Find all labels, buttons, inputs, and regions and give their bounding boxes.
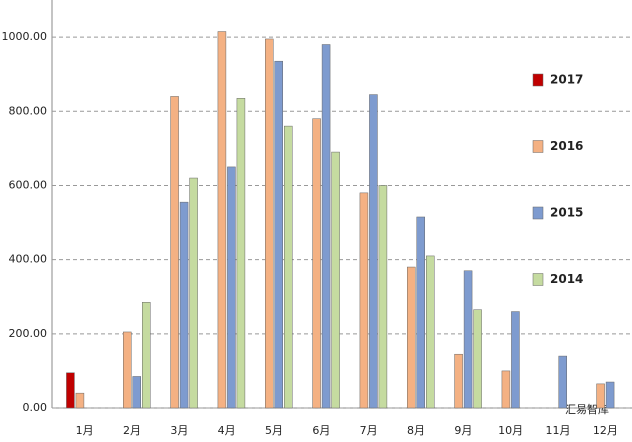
- legend-label: 2017: [550, 73, 583, 87]
- legend-label: 2016: [550, 139, 583, 153]
- x-tick-label: 11月: [546, 424, 571, 437]
- x-tick-label: 6月: [312, 424, 330, 437]
- legend-swatch: [532, 140, 544, 153]
- bar: [66, 372, 75, 409]
- bar: [274, 60, 283, 409]
- bar: [179, 201, 189, 409]
- x-tick-label: 10月: [498, 424, 523, 437]
- x-tick-label: 9月: [454, 424, 472, 437]
- bar: [473, 309, 482, 409]
- bar: [454, 353, 463, 409]
- x-tick-label: 7月: [360, 424, 378, 437]
- y-tick-label: 600.00: [9, 178, 48, 191]
- legend-label: 2014: [550, 272, 583, 286]
- bar: [511, 311, 520, 409]
- bar: [75, 392, 85, 409]
- bar: [321, 44, 331, 409]
- bar: [331, 151, 340, 409]
- x-tick-label: 2月: [123, 424, 141, 437]
- x-tick-label: 1月: [76, 424, 94, 437]
- x-tick-label: 5月: [265, 424, 283, 437]
- bar: [463, 270, 473, 409]
- x-tick-label: 12月: [593, 424, 618, 437]
- bar: [369, 94, 378, 409]
- x-tick-label: 8月: [407, 424, 425, 437]
- bar: [265, 38, 274, 409]
- y-tick-label: 200.00: [9, 327, 48, 340]
- bar: [227, 166, 236, 409]
- bar: [596, 383, 605, 409]
- bar: [123, 331, 132, 409]
- bar: [501, 370, 511, 409]
- legend-swatch: [532, 273, 544, 286]
- bar: [189, 177, 198, 409]
- bar: [236, 98, 246, 409]
- bar: [217, 31, 227, 409]
- bar: [312, 118, 321, 409]
- bar: [426, 255, 435, 409]
- y-tick-label: 1000.00: [2, 30, 48, 43]
- y-tick-label: 400.00: [9, 253, 48, 266]
- legend-label: 2015: [550, 206, 583, 220]
- y-tick-label: 800.00: [9, 104, 48, 117]
- legend-swatch: [532, 73, 544, 87]
- bar: [378, 185, 388, 409]
- legend-swatch: [532, 206, 544, 220]
- bar: [132, 376, 141, 409]
- bar: [142, 302, 151, 409]
- bar: [605, 381, 615, 409]
- bar: [359, 192, 369, 409]
- x-tick-label: 3月: [170, 424, 188, 437]
- bar: [407, 266, 416, 409]
- bar: [416, 216, 425, 409]
- y-tick-label: 0.00: [23, 401, 48, 414]
- bar: [558, 355, 567, 409]
- bar: [284, 125, 293, 409]
- x-tick-label: 4月: [218, 424, 236, 437]
- bar: [170, 96, 179, 409]
